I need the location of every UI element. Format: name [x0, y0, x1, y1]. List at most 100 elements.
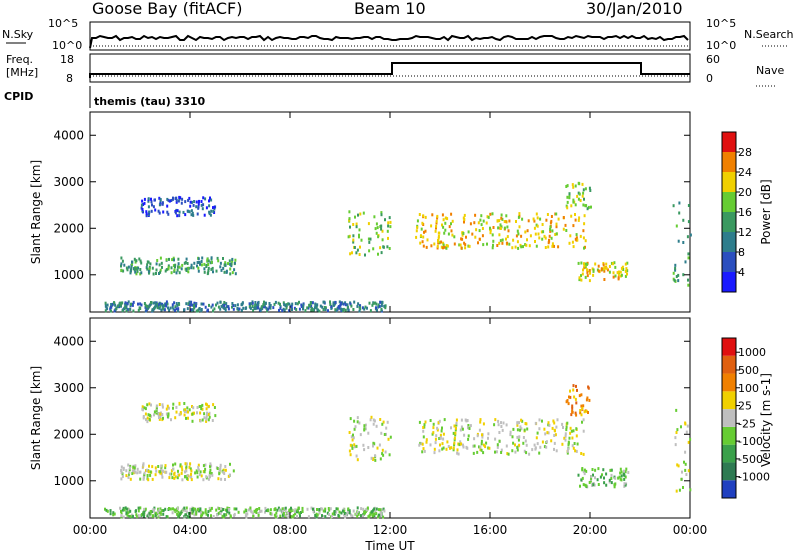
data-cell	[155, 409, 158, 412]
data-cell	[324, 507, 327, 511]
data-cell	[140, 203, 143, 207]
data-cell	[421, 221, 424, 225]
data-cell	[197, 463, 200, 467]
data-cell	[603, 481, 606, 485]
data-cell	[230, 262, 233, 266]
data-cell	[368, 301, 371, 305]
colorbar-tick-label: 24	[738, 166, 752, 179]
data-cell	[224, 307, 227, 311]
data-cell	[541, 419, 543, 423]
data-cell	[588, 186, 591, 190]
data-cell	[363, 307, 366, 311]
data-cell	[534, 240, 536, 243]
data-cell	[448, 225, 451, 229]
data-cell	[143, 507, 146, 511]
data-cell	[529, 234, 532, 238]
data-cell	[143, 201, 146, 205]
data-cell	[142, 477, 145, 481]
data-cell	[540, 230, 543, 234]
colorbar-swatch	[722, 355, 736, 374]
data-cell	[154, 513, 157, 517]
data-cell	[572, 224, 575, 228]
data-cell	[199, 262, 201, 266]
data-cell	[207, 404, 210, 408]
data-cell	[302, 305, 305, 309]
data-cell	[356, 416, 359, 420]
data-cell	[143, 510, 146, 514]
data-cell	[259, 307, 262, 311]
data-cell	[498, 219, 501, 223]
data-cell	[544, 236, 547, 240]
data-cell	[442, 432, 445, 436]
data-cell	[165, 258, 168, 262]
data-cell	[204, 197, 207, 201]
data-cell	[543, 445, 546, 449]
data-cell	[521, 419, 524, 423]
data-cell	[584, 262, 587, 266]
data-cell	[494, 450, 496, 454]
data-cell	[174, 263, 177, 267]
data-cell	[511, 246, 514, 250]
data-cell	[158, 417, 161, 421]
data-cell	[177, 307, 180, 311]
data-cell	[311, 301, 314, 305]
data-cell	[486, 242, 488, 246]
data-cell	[137, 506, 140, 510]
data-cell	[322, 515, 325, 518]
data-cell	[161, 201, 164, 205]
data-cell	[509, 433, 512, 437]
data-cell	[121, 301, 124, 305]
data-cell	[178, 265, 181, 269]
data-cell	[445, 447, 448, 451]
data-cell	[284, 506, 287, 510]
noise-panel: N.Sky 10^5 10^0 10^5 10^0 N.Search	[2, 17, 794, 52]
data-cell	[201, 403, 204, 407]
data-cell	[566, 451, 569, 455]
data-cell	[193, 261, 196, 265]
data-cell	[211, 303, 214, 307]
data-cell	[566, 184, 569, 188]
data-cell	[570, 214, 573, 218]
data-cell	[175, 271, 178, 275]
data-cell	[161, 509, 164, 513]
data-cell	[172, 406, 174, 410]
data-cell	[520, 418, 523, 422]
data-cell	[585, 409, 588, 413]
data-cell	[110, 305, 113, 309]
data-cell	[210, 305, 213, 309]
data-cell	[450, 426, 452, 430]
data-cell	[342, 507, 345, 511]
station-title: Goose Bay (fitACF)	[92, 0, 242, 18]
data-cell	[321, 514, 323, 518]
data-cell	[587, 411, 589, 414]
data-cell	[597, 467, 600, 471]
data-cell	[160, 261, 163, 265]
data-cell	[439, 436, 442, 440]
data-cell	[193, 306, 196, 310]
data-cell	[370, 456, 373, 460]
data-cell	[328, 508, 331, 512]
data-cell	[120, 512, 123, 516]
data-cell	[222, 470, 225, 474]
data-cell	[446, 440, 449, 444]
data-cell	[491, 212, 494, 216]
data-cell	[212, 206, 214, 210]
data-cell	[689, 437, 692, 441]
data-cell	[135, 509, 137, 513]
data-cell	[456, 451, 459, 455]
data-cell	[167, 306, 169, 310]
data-cell	[568, 395, 570, 399]
data-cell	[384, 304, 387, 308]
data-cell	[126, 302, 129, 305]
data-cell	[104, 301, 107, 305]
data-cell	[282, 301, 285, 305]
data-cell	[125, 474, 128, 478]
data-cell	[208, 506, 211, 510]
data-cell	[451, 233, 454, 237]
data-cell	[185, 267, 188, 271]
data-cell	[202, 302, 205, 306]
data-cell	[522, 245, 524, 249]
data-cell	[210, 506, 213, 510]
data-cell	[479, 448, 482, 452]
